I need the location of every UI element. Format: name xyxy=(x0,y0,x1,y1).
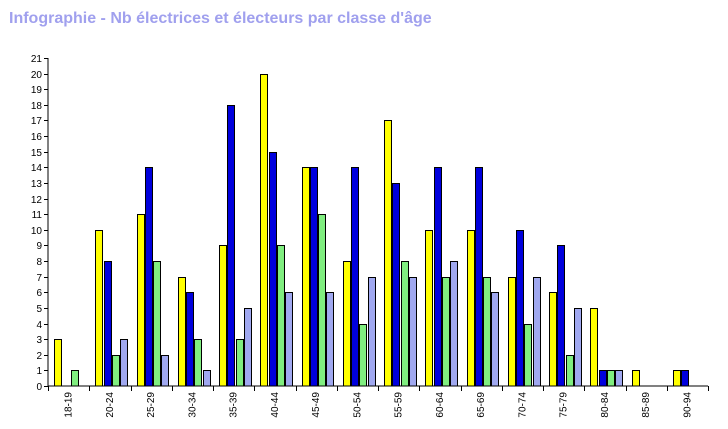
bar xyxy=(409,277,417,387)
bar xyxy=(574,308,582,387)
x-tick-label: 20-24 xyxy=(105,392,116,418)
bar xyxy=(434,167,442,387)
y-tick-label: 14 xyxy=(31,163,43,174)
bar xyxy=(326,292,334,387)
x-tick-label: 25-29 xyxy=(146,392,157,418)
bar xyxy=(549,292,557,387)
y-tick-label: 7 xyxy=(36,273,42,284)
bar xyxy=(384,120,392,387)
x-tick-label: 85-89 xyxy=(641,392,652,418)
x-tick-label: 35-39 xyxy=(229,392,240,418)
x-tick-label: 45-49 xyxy=(311,392,322,418)
y-tick-label: 19 xyxy=(31,85,43,96)
bar xyxy=(310,167,318,387)
bar xyxy=(359,324,367,387)
bar xyxy=(260,74,268,387)
y-tick-label: 5 xyxy=(36,304,42,315)
bar xyxy=(524,324,532,387)
bar xyxy=(219,245,227,387)
bar xyxy=(285,292,293,387)
bar xyxy=(186,292,194,387)
bar xyxy=(351,167,359,387)
bar xyxy=(269,152,277,387)
x-tick-label: 40-44 xyxy=(270,392,281,418)
x-tick-label: 90-94 xyxy=(682,392,693,418)
bar xyxy=(533,277,541,387)
bar xyxy=(599,370,607,387)
x-tick-label: 80-84 xyxy=(600,392,611,418)
bar xyxy=(120,339,128,387)
y-tick-label: 18 xyxy=(31,101,43,112)
bar xyxy=(318,214,326,387)
x-tick-label: 30-34 xyxy=(187,392,198,418)
bar xyxy=(392,183,400,387)
bar xyxy=(277,245,285,387)
bar xyxy=(71,370,79,387)
bar xyxy=(632,370,640,387)
bar xyxy=(244,308,252,387)
bar xyxy=(450,261,458,387)
y-tick-label: 17 xyxy=(31,116,43,127)
bar xyxy=(137,214,145,387)
bar xyxy=(566,355,574,387)
bar xyxy=(673,370,681,387)
y-tick-label: 10 xyxy=(31,226,43,237)
bar xyxy=(483,277,491,387)
y-tick-label: 6 xyxy=(36,288,42,299)
bar xyxy=(302,167,310,387)
bar xyxy=(203,370,211,387)
bar xyxy=(194,339,202,387)
y-tick-label: 11 xyxy=(32,210,43,221)
bar xyxy=(95,230,103,387)
bar xyxy=(442,277,450,387)
y-tick-label: 0 xyxy=(36,382,42,393)
bar xyxy=(401,261,409,387)
y-tick-label: 16 xyxy=(31,132,43,143)
y-tick-label: 20 xyxy=(31,70,43,81)
y-tick-label: 4 xyxy=(36,320,42,331)
bar xyxy=(343,261,351,387)
y-tick-label: 2 xyxy=(36,351,42,362)
bar xyxy=(615,370,623,387)
bar xyxy=(491,292,499,387)
x-tick-label: 55-59 xyxy=(394,392,405,418)
bar xyxy=(54,339,62,387)
bar xyxy=(368,277,376,387)
bar xyxy=(508,277,516,387)
bar xyxy=(178,277,186,387)
y-tick-label: 1 xyxy=(36,366,42,377)
bar xyxy=(607,370,615,387)
bar xyxy=(236,339,244,387)
y-tick-label: 3 xyxy=(36,335,42,346)
bar xyxy=(425,230,433,387)
bar xyxy=(145,167,153,387)
y-tick-label: 13 xyxy=(31,179,43,190)
bar xyxy=(590,308,598,387)
bar xyxy=(104,261,112,387)
x-tick-label: 50-54 xyxy=(352,392,363,418)
bar xyxy=(516,230,524,387)
bar xyxy=(475,167,483,387)
bar xyxy=(227,105,235,387)
y-tick-label: 8 xyxy=(36,257,42,268)
chart-title: Infographie - Nb électrices et électeurs… xyxy=(9,10,432,27)
x-tick-label: 65-69 xyxy=(476,392,487,418)
bar xyxy=(161,355,169,387)
bar xyxy=(153,261,161,387)
x-tick-label: 60-64 xyxy=(435,392,446,418)
y-tick-label: 21 xyxy=(31,54,43,65)
y-tick-label: 12 xyxy=(31,195,43,206)
bar xyxy=(557,245,565,387)
y-tick-label: 9 xyxy=(36,241,42,252)
x-tick-label: 18-19 xyxy=(64,392,75,418)
x-tick-label: 70-74 xyxy=(517,392,528,418)
y-tick-label: 15 xyxy=(31,148,43,159)
bar xyxy=(112,355,120,387)
bar xyxy=(467,230,475,387)
x-tick-label: 75-79 xyxy=(559,392,570,418)
bar xyxy=(681,370,689,387)
